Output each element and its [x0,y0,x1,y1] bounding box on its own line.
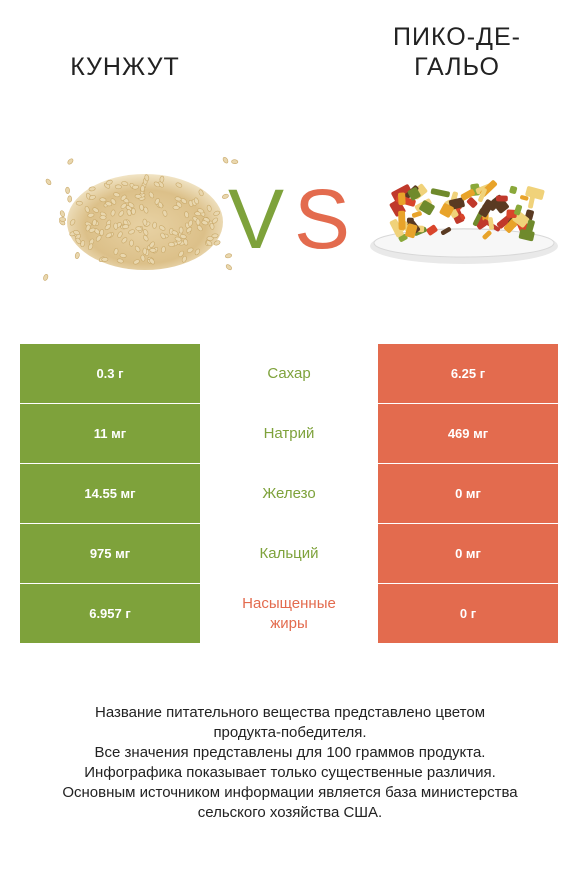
footnote-line: Название питательного вещества представл… [94,704,486,721]
table-row: 6.957 г Насыщенные жиры 0 г [20,584,558,643]
table-row: 975 мг Кальций 0 мг [20,524,558,583]
footnote-line: Все значения представлены для 100 граммо… [94,744,486,761]
footnote-line: Инфографика показывает только существенн… [84,764,496,781]
right-value: 469 мг [378,404,558,463]
table-row: 14.55 мг Железо 0 мг [20,464,558,523]
left-value: 11 мг [20,404,200,463]
right-value: 0 мг [378,464,558,523]
nutrient-label-line: жиры [270,614,308,632]
right-value: 6.25 г [378,344,558,403]
nutrient-label: Кальций [200,524,378,583]
left-food-title: КУНЖУТ [70,53,180,81]
right-food-title-line2: ГАЛЬО [414,53,500,81]
nutrient-label: Насыщенные жиры [200,584,378,643]
pico-de-gallo-image [370,180,558,264]
right-value: 0 г [378,584,558,643]
vs-s-letter: S [294,172,350,258]
nutrient-label: Натрий [200,404,378,463]
sesame-seeds-image [43,157,239,281]
footnote-line: продукта-победителя. [213,724,367,741]
footnote-line: сельского хозяйства США. [197,804,383,821]
nutrient-label: Железо [200,464,378,523]
nutrient-label-line: Насыщенные [242,594,336,612]
nutrient-label: Сахар [200,344,378,403]
footnote-line: Основным источником информации является … [62,784,518,801]
left-value: 0.3 г [20,344,200,403]
footnote: Название питательного вещества представл… [20,703,560,823]
left-value: 6.957 г [20,584,200,643]
left-value: 14.55 мг [20,464,200,523]
right-food-title: ПИКО-ДЕ- ГАЛЬО [362,22,552,82]
table-row: 0.3 г Сахар 6.25 г [20,344,558,403]
left-value: 975 мг [20,524,200,583]
vs-label: V S [228,172,350,258]
vs-v-letter: V [228,172,284,258]
right-food-title-line1: ПИКО-ДЕ- [393,23,521,51]
right-value: 0 мг [378,524,558,583]
table-row: 11 мг Натрий 469 мг [20,404,558,463]
